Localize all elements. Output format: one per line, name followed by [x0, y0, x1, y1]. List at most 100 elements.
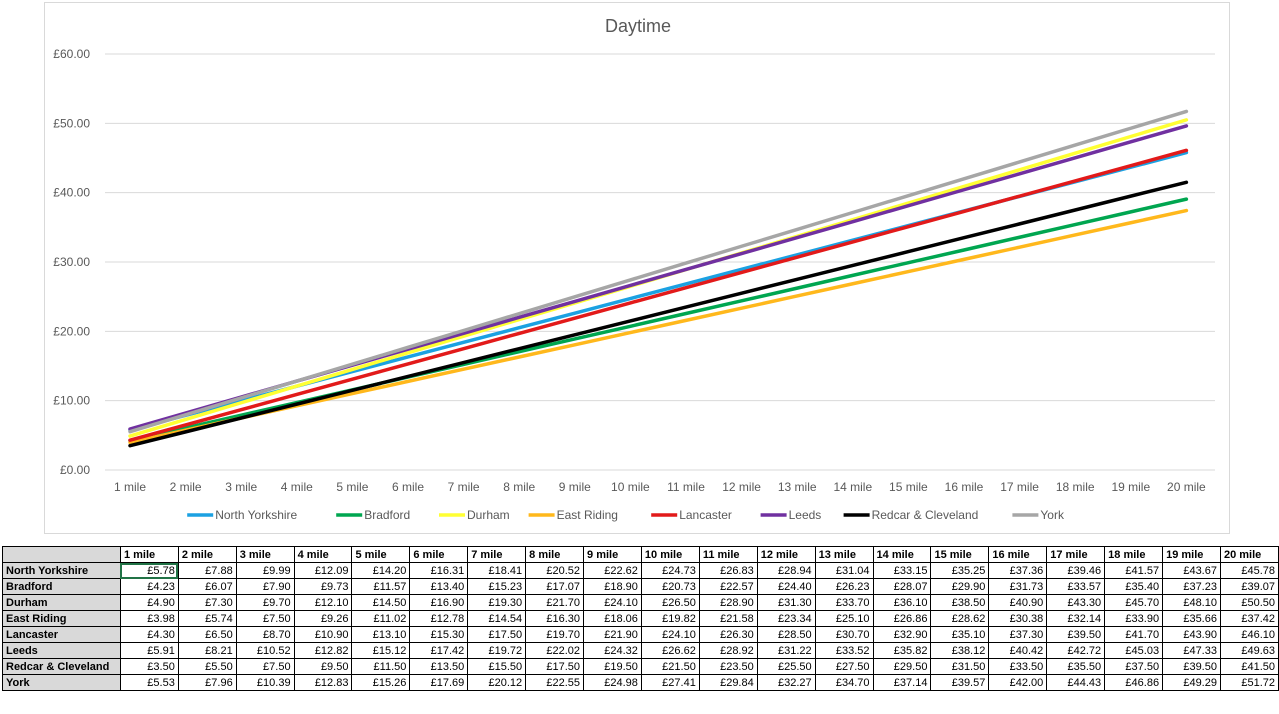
table-cell[interactable]: £7.50 [235, 610, 295, 627]
table-cell[interactable]: £7.30 [177, 594, 237, 611]
table-cell[interactable]: £7.96 [177, 674, 237, 691]
table-cell[interactable]: £51.72 [1219, 674, 1279, 691]
table-cell[interactable]: £24.40 [756, 578, 816, 595]
table-cell[interactable]: £23.34 [756, 610, 816, 627]
table-cell[interactable]: £37.14 [872, 674, 932, 691]
table-cell[interactable]: £40.42 [988, 642, 1048, 659]
table-cell[interactable]: £26.30 [698, 626, 758, 643]
table-cell[interactable]: £18.90 [583, 578, 642, 595]
column-header[interactable]: 20 mile [1219, 546, 1279, 563]
table-cell[interactable]: £22.02 [525, 642, 585, 659]
table-cell[interactable]: £45.70 [1104, 594, 1164, 611]
legend-item[interactable]: Leeds [760, 508, 822, 522]
table-cell[interactable]: £24.10 [640, 626, 700, 643]
table-cell[interactable]: £17.42 [409, 642, 469, 659]
table-cell[interactable]: £20.12 [467, 674, 527, 691]
table-cell[interactable]: £13.50 [409, 658, 469, 675]
table-cell[interactable]: £28.90 [698, 594, 758, 611]
series-line-lancaster[interactable] [128, 148, 1189, 442]
table-cell[interactable]: £14.50 [351, 594, 411, 611]
table-cell[interactable]: £29.84 [698, 674, 758, 691]
table-cell[interactable]: £39.07 [1219, 578, 1279, 595]
legend-item[interactable]: Durham [439, 508, 510, 522]
table-cell[interactable]: £10.52 [235, 642, 295, 659]
table-cell[interactable]: £13.10 [351, 626, 411, 643]
table-cell[interactable]: £24.98 [583, 674, 642, 691]
table-cell[interactable]: £31.50 [930, 658, 990, 675]
table-cell[interactable]: £38.12 [930, 642, 990, 659]
table-cell[interactable]: £35.10 [930, 626, 990, 643]
column-header[interactable]: 3 mile [235, 546, 295, 563]
table-cell[interactable]: £33.90 [1104, 610, 1164, 627]
table-cell[interactable]: £42.72 [1046, 642, 1106, 659]
table-cell[interactable]: £49.29 [1162, 674, 1221, 691]
table-cell[interactable]: £13.40 [409, 578, 469, 595]
series-line-redcar-cleveland[interactable] [128, 180, 1189, 448]
column-header[interactable]: 18 mile [1104, 546, 1164, 563]
table-cell[interactable]: £42.00 [988, 674, 1048, 691]
table-cell[interactable]: £9.70 [235, 594, 295, 611]
table-cell[interactable]: £7.50 [235, 658, 295, 675]
table-cell[interactable]: £31.73 [988, 578, 1048, 595]
legend-item[interactable]: Lancaster [651, 508, 732, 522]
table-cell[interactable]: £18.06 [583, 610, 642, 627]
column-header[interactable]: 14 mile [872, 546, 932, 563]
table-cell[interactable]: £37.42 [1219, 610, 1279, 627]
table-cell[interactable]: £28.92 [698, 642, 758, 659]
table-cell[interactable]: £21.58 [698, 610, 758, 627]
table-cell[interactable]: £9.99 [235, 562, 295, 579]
table-cell[interactable]: £19.72 [467, 642, 527, 659]
row-header[interactable]: Durham [2, 594, 121, 611]
series-line-east-riding[interactable] [128, 208, 1189, 445]
column-header[interactable]: 10 mile [640, 546, 700, 563]
column-header[interactable]: 13 mile [814, 546, 874, 563]
table-cell[interactable]: £15.23 [467, 578, 527, 595]
table-cell[interactable]: £37.23 [1162, 578, 1221, 595]
table-cell[interactable]: £12.78 [409, 610, 469, 627]
table-cell[interactable]: £35.82 [872, 642, 932, 659]
row-header[interactable]: East Riding [2, 610, 121, 627]
table-cell[interactable]: £25.10 [814, 610, 874, 627]
table-cell[interactable]: £41.57 [1104, 562, 1164, 579]
table-cell[interactable]: £5.74 [177, 610, 237, 627]
table-cell[interactable]: £37.30 [988, 626, 1048, 643]
table-cell[interactable]: £49.63 [1219, 642, 1279, 659]
table-corner-cell[interactable] [2, 546, 121, 563]
table-cell[interactable]: £20.52 [525, 562, 585, 579]
column-header[interactable]: 15 mile [930, 546, 990, 563]
table-cell[interactable]: £12.09 [293, 562, 353, 579]
table-cell[interactable]: £33.70 [814, 594, 874, 611]
table-cell[interactable]: £5.50 [177, 658, 237, 675]
table-cell[interactable]: £21.70 [525, 594, 585, 611]
table-cell[interactable]: £26.86 [872, 610, 932, 627]
table-cell[interactable]: £28.50 [756, 626, 816, 643]
column-header[interactable]: 11 mile [698, 546, 758, 563]
table-cell[interactable]: £43.67 [1162, 562, 1221, 579]
legend-item[interactable]: Bradford [336, 508, 410, 522]
table-cell[interactable]: £34.70 [814, 674, 874, 691]
table-cell[interactable]: £43.30 [1046, 594, 1106, 611]
table-cell[interactable]: £26.83 [698, 562, 758, 579]
table-cell[interactable]: £48.10 [1162, 594, 1221, 611]
table-cell[interactable]: £17.50 [525, 658, 585, 675]
table-cell[interactable]: £30.70 [814, 626, 874, 643]
table-cell[interactable]: £4.90 [119, 594, 179, 611]
legend-item[interactable]: Redcar & Cleveland [843, 508, 979, 522]
table-cell[interactable]: £15.30 [409, 626, 469, 643]
table-cell[interactable]: £19.70 [525, 626, 585, 643]
table-cell[interactable]: £50.50 [1219, 594, 1279, 611]
table-cell[interactable]: £14.54 [467, 610, 527, 627]
table-cell[interactable]: £24.10 [583, 594, 642, 611]
table-cell[interactable]: £43.90 [1162, 626, 1221, 643]
table-cell[interactable]: £31.04 [814, 562, 874, 579]
table-cell[interactable]: £4.30 [119, 626, 179, 643]
table-cell[interactable]: £27.50 [814, 658, 874, 675]
table-cell[interactable]: £5.91 [119, 642, 179, 659]
table-cell[interactable]: £47.33 [1162, 642, 1221, 659]
table-cell[interactable]: £3.98 [119, 610, 179, 627]
table-cell[interactable]: £32.90 [872, 626, 932, 643]
table-cell[interactable]: £7.88 [177, 562, 237, 579]
table-cell[interactable]: £18.41 [467, 562, 527, 579]
table-cell[interactable]: £17.69 [409, 674, 469, 691]
table-cell[interactable]: £24.32 [583, 642, 642, 659]
